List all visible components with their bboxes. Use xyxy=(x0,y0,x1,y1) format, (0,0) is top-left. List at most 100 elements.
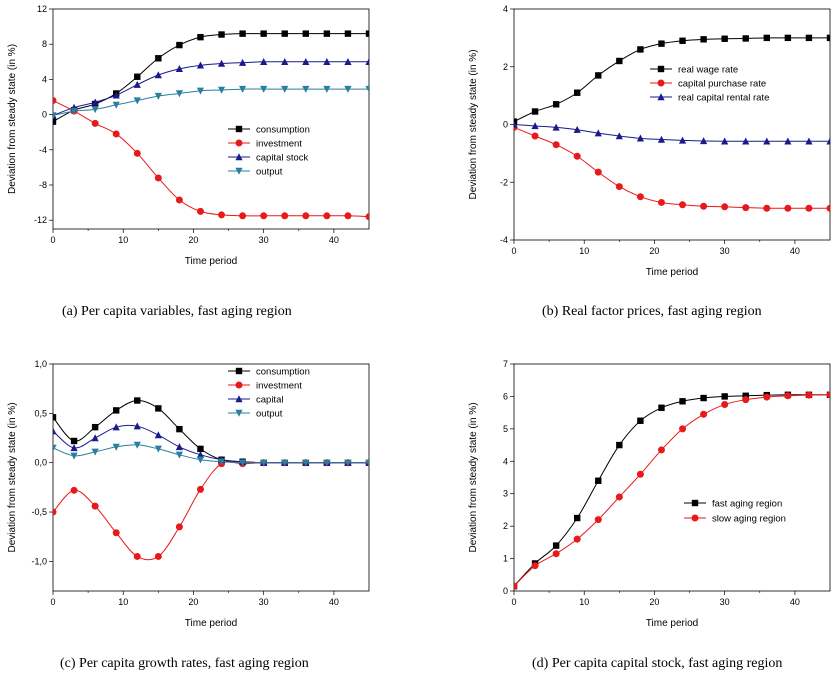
triangle-down-marker xyxy=(196,456,205,464)
y-tick-label: -4 xyxy=(500,235,508,245)
triangle-up-marker xyxy=(239,58,247,66)
circle-marker xyxy=(636,470,644,478)
square-marker xyxy=(805,34,813,42)
triangle-down-marker xyxy=(235,409,243,417)
circle-marker xyxy=(679,201,687,209)
circle-marker xyxy=(657,198,665,206)
triangle-up-marker xyxy=(344,58,352,65)
square-marker xyxy=(113,407,120,414)
triangle-up-marker xyxy=(615,132,623,140)
y-tick-label: 4 xyxy=(503,456,508,466)
caption-c: (c) Per capita growth rates, fast aging … xyxy=(60,656,309,671)
triangle-down-marker xyxy=(323,459,331,467)
triangle-down-marker xyxy=(323,85,331,93)
circle-marker xyxy=(552,141,560,149)
y-tick-label: 6 xyxy=(503,391,508,401)
triangle-up-marker xyxy=(196,61,205,69)
circle-marker xyxy=(235,139,243,147)
series-line xyxy=(514,394,830,587)
series-line xyxy=(53,88,369,116)
y-axis-label: Deviation from steady state (in %) xyxy=(468,49,479,199)
x-axis-label: Time period xyxy=(646,618,698,629)
circle-marker xyxy=(594,516,602,524)
y-tick-label: -2 xyxy=(500,177,508,187)
x-tick-label: 10 xyxy=(118,235,128,245)
triangle-down-marker xyxy=(217,458,226,466)
triangle-down-marker xyxy=(344,85,352,93)
square-marker xyxy=(197,445,204,453)
x-tick-label: 20 xyxy=(188,235,198,245)
triangle-up-marker xyxy=(112,91,120,99)
triangle-up-marker xyxy=(302,58,310,65)
triangle-up-marker xyxy=(552,123,560,131)
x-tick-label: 10 xyxy=(118,597,128,607)
circle-marker xyxy=(742,396,750,404)
y-tick-label: 0 xyxy=(503,120,508,130)
circle-marker xyxy=(691,514,699,522)
x-tick-label: 30 xyxy=(720,246,730,256)
circle-marker xyxy=(552,550,560,558)
circle-marker xyxy=(742,204,750,212)
legend-label: capital purchase rate xyxy=(678,79,766,90)
plot-frame xyxy=(513,363,831,592)
x-tick-label: 20 xyxy=(649,246,659,256)
square-marker xyxy=(218,31,225,38)
y-tick-label: 2 xyxy=(503,62,508,72)
square-marker xyxy=(721,393,728,400)
square-marker xyxy=(531,108,539,115)
square-marker xyxy=(302,30,309,37)
circle-marker xyxy=(235,381,243,389)
legend-label: capital xyxy=(256,395,283,406)
square-marker xyxy=(721,35,728,42)
x-axis-label: Time period xyxy=(185,618,237,629)
triangle-up-marker xyxy=(784,137,792,145)
triangle-down-marker xyxy=(235,167,243,175)
circle-marker xyxy=(196,207,204,215)
y-tick-label: 5 xyxy=(503,424,508,434)
triangle-up-marker xyxy=(742,137,750,145)
triangle-down-marker xyxy=(175,90,183,98)
circle-marker xyxy=(763,393,771,401)
y-axis-label: Deviation from steady state (in %) xyxy=(468,402,479,552)
x-axis-label: Time period xyxy=(646,267,698,278)
square-marker xyxy=(742,35,749,42)
square-marker xyxy=(552,542,560,549)
triangle-up-marker xyxy=(70,444,78,452)
square-marker xyxy=(53,118,57,125)
triangle-up-marker xyxy=(763,137,771,145)
triangle-down-marker xyxy=(344,459,352,467)
square-marker xyxy=(691,499,699,507)
legend-label: consumption xyxy=(256,125,310,136)
triangle-up-marker xyxy=(573,125,581,133)
triangle-up-marker xyxy=(235,395,243,403)
triangle-up-marker xyxy=(365,58,369,65)
series-line xyxy=(53,424,369,464)
triangle-down-marker xyxy=(365,85,369,93)
triangle-up-marker xyxy=(53,427,57,435)
triangle-up-marker xyxy=(323,58,331,65)
chart-panel-2: 0 10 20 30 40 -4 -2 0 2 4 Time period Deviation fro… xyxy=(468,4,831,278)
square-marker xyxy=(657,65,665,73)
triangle-down-marker xyxy=(154,92,162,100)
triangle-up-marker xyxy=(531,122,539,130)
triangle-down-marker xyxy=(53,112,57,120)
circle-marker xyxy=(573,152,581,160)
legend-label: investment xyxy=(256,139,302,150)
legend-label: investment xyxy=(256,381,302,392)
triangle-down-marker xyxy=(91,448,99,456)
series-line xyxy=(514,394,830,587)
triangle-up-marker xyxy=(700,137,708,145)
square-marker xyxy=(552,101,560,108)
legend-label: capital stock xyxy=(256,153,309,164)
triangle-down-marker xyxy=(112,101,120,109)
square-marker xyxy=(260,30,267,37)
series-line xyxy=(53,444,369,464)
triangle-up-marker xyxy=(636,134,644,142)
circle-marker xyxy=(53,508,57,516)
chart-panel-1: 0 10 20 30 40 -12 -8 -4 0 4 8 12 Time period Deviatio… xyxy=(7,4,370,267)
triangle-down-marker xyxy=(175,451,183,459)
legend-label: output xyxy=(256,409,283,420)
circle-marker xyxy=(531,562,539,570)
square-marker xyxy=(679,398,686,405)
triangle-up-marker xyxy=(175,443,183,451)
